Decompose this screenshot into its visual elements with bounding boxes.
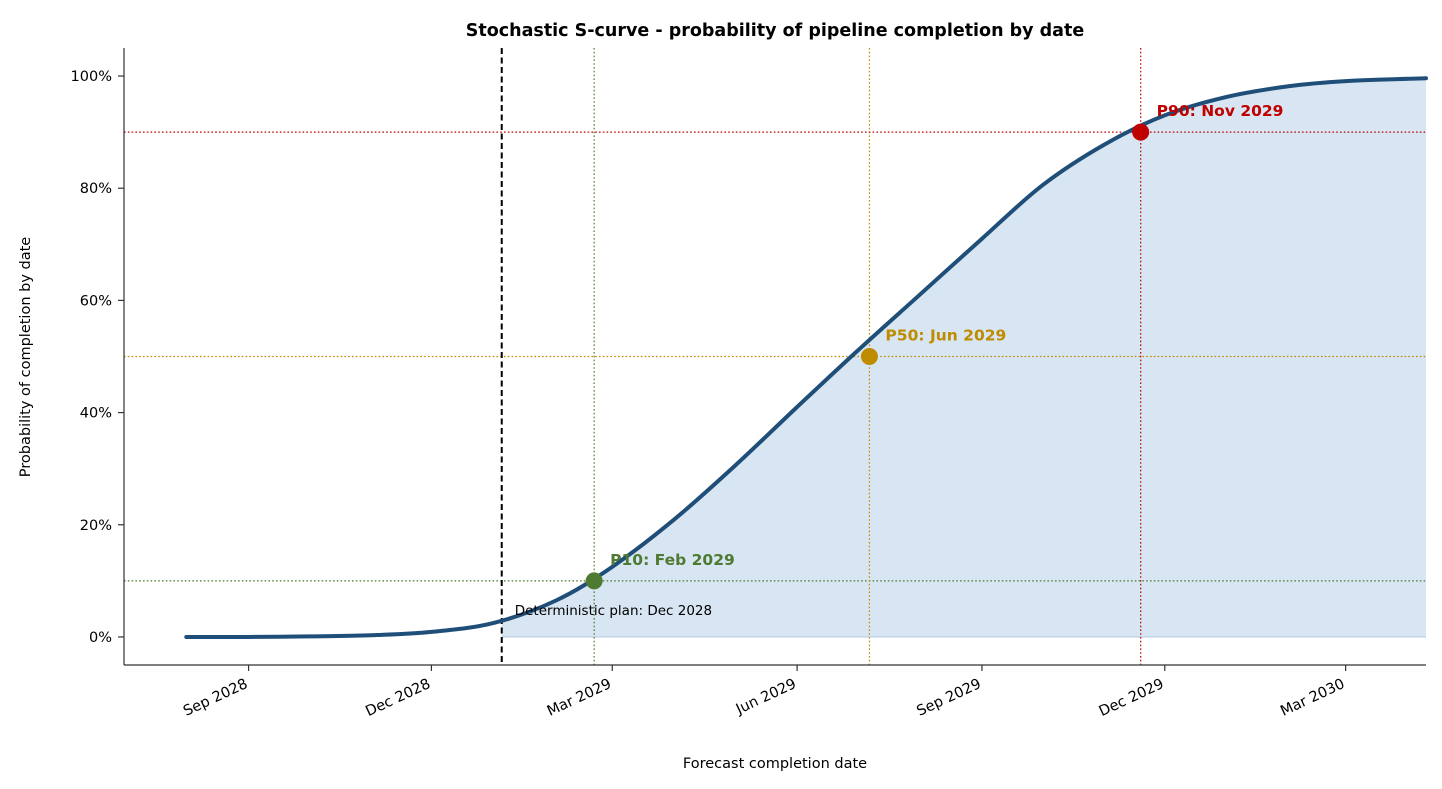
p10-label: P10: Feb 2029 [610,551,735,569]
y-tick-label: 60% [80,293,112,309]
x-tick-label: Mar 2030 [1278,676,1347,720]
x-tick-label: Dec 2029 [1097,676,1167,720]
p50-marker [860,348,878,365]
deterministic-plan-label: Deterministic plan: Dec 2028 [515,603,712,619]
p50-label: P50: Jun 2029 [885,327,1006,345]
x-axis-label: Forecast completion date [683,756,867,772]
x-tick-label: Sep 2028 [181,676,250,720]
x-tick-label: Sep 2029 [914,676,983,720]
y-axis-label: Probability of completion by date [18,237,34,478]
y-tick-label: 20% [80,518,112,534]
x-tick-label: Jun 2029 [733,676,799,718]
y-tick-label: 80% [80,181,112,197]
y-tick-label: 0% [89,630,112,646]
probability-area [501,78,1426,637]
s-curve-line [184,76,1428,639]
p10-marker [585,572,603,590]
plot-area: P10: Feb 2029 P50: Jun 2029 P90: Nov 2029 D… [71,48,1428,720]
chart-title: Stochastic S-curve - probability of pipe… [466,21,1085,41]
y-tick-label: 100% [71,69,112,85]
x-tick-label: Dec 2028 [363,676,433,720]
y-tick-label: 40% [80,406,112,422]
p90-label: P90: Nov 2029 [1157,102,1284,120]
x-tick-label: Mar 2029 [545,676,614,720]
p90-marker [1132,123,1150,141]
